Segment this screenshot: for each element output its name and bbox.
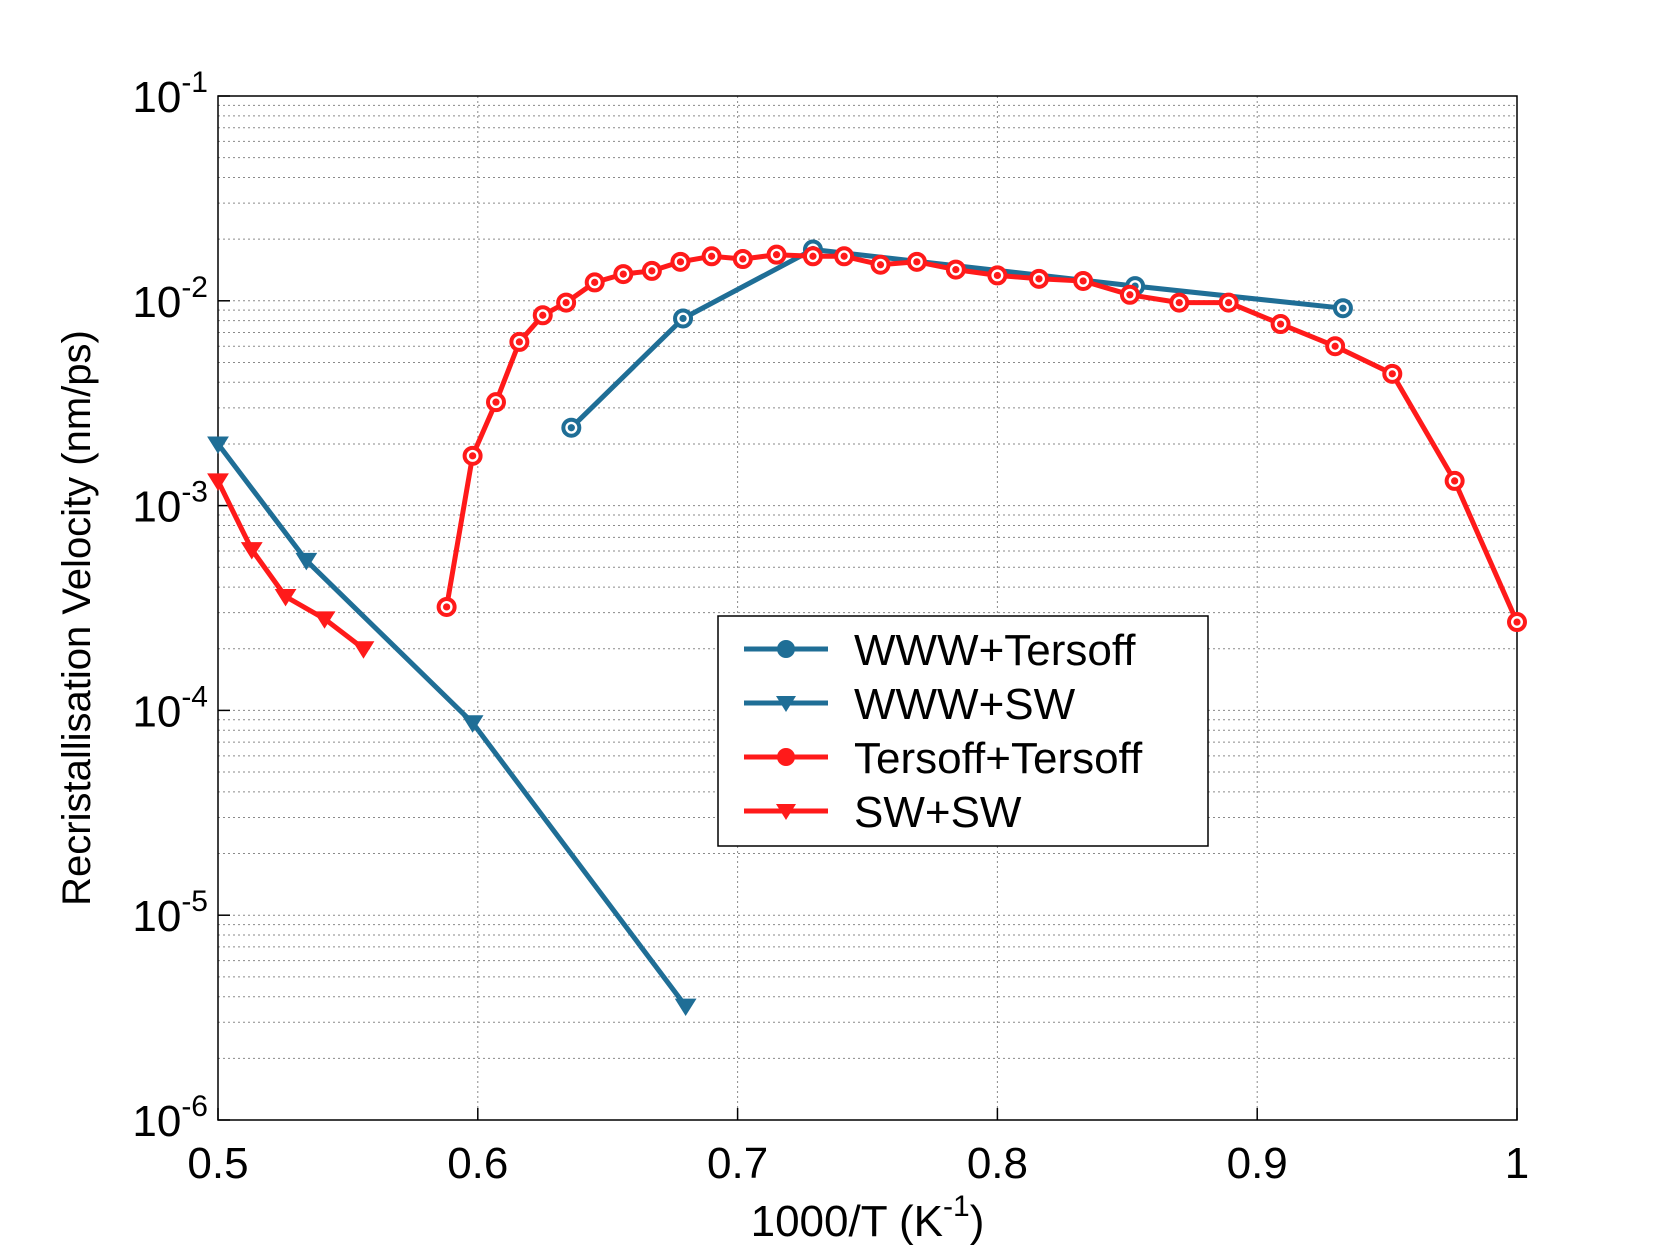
data-point-core [1276,320,1285,328]
data-point [240,542,263,560]
data-point-core [567,424,575,432]
x-tick-label: 1 [1505,1139,1529,1188]
legend: WWW+Tersoff WWW+SW Tersoff+Tersoff SW+SW [717,615,1209,847]
x-tick-label: 0.9 [1227,1139,1288,1188]
data-point-core [1126,291,1134,299]
data-point-core [562,298,570,307]
legend-box [717,615,1209,847]
y-tick-label: 10-3 [132,476,208,532]
data-point-core [1331,342,1339,350]
data-point-core [1339,304,1347,312]
data-point-core [539,311,547,319]
series-1 [207,436,697,1017]
data-point-core [1175,298,1183,307]
x-tick-label: 0.8 [967,1139,1028,1188]
data-point-core [1513,618,1521,626]
data-point [461,715,484,733]
data-point-core [993,271,1002,280]
series [207,239,1527,1017]
legend-label: WWW+Tersoff [854,626,1136,675]
y-tick-label: 10-2 [132,271,208,327]
data-point [674,998,697,1017]
plot-area [217,95,1518,1121]
x-axis-label: 1000/T (K-1) [751,1190,985,1246]
data-point-core [772,251,781,259]
data-point-core [952,266,960,274]
data-point-core [515,338,523,346]
data-point [352,641,375,659]
data-point-core [739,255,747,263]
y-axis-label: Recristallisation Velocity (nm/ps) [55,330,99,906]
legend-entry: WWW+SW [744,680,1076,729]
series-2 [436,244,1527,633]
legend-entry: Tersoff+Tersoff [744,734,1143,783]
data-point-core [676,258,685,266]
legend-label: Tersoff+Tersoff [854,734,1143,783]
data-point [274,588,297,607]
data-point-core [469,452,477,460]
data-point [207,436,229,454]
legend-label: SW+SW [854,788,1022,837]
data-point-core [619,270,627,278]
data-point-core [492,398,500,406]
data-point-core [648,267,656,275]
data-point-core [591,278,599,286]
legend-marker [777,748,795,766]
series-line [444,252,1520,624]
legend-entry: SW+SW [744,788,1022,837]
legend-marker [777,640,795,658]
legend-marker [776,804,796,820]
data-point-core [708,252,716,260]
data-point-core [1451,477,1459,485]
y-tick-label: 10-1 [132,66,208,122]
x-tick-label: 0.6 [447,1139,508,1188]
data-point [313,611,336,629]
x-tick-label: 0.5 [187,1139,248,1188]
grid [217,96,1518,1121]
series-3 [207,473,375,659]
data-point-core [840,252,848,260]
legend-label: WWW+SW [854,680,1076,729]
data-point-core [1035,275,1043,283]
y-tick-label: 10-6 [132,1090,208,1146]
data-point-core [876,261,885,269]
y-tick-label: 10-4 [132,680,208,736]
data-point-core [913,258,921,266]
data-point-core [1388,370,1396,378]
data-point [295,552,318,571]
x-tick-label: 0.7 [707,1139,768,1188]
series-line [216,442,688,1008]
legend-marker [776,696,796,712]
data-point [207,473,229,491]
data-point-core [443,603,451,611]
data-point-core [1079,277,1087,285]
data-point-core [679,314,687,323]
data-point-core [809,252,817,260]
axis-ticks: 0.5 0.6 0.7 0.8 0.9 1 10-6 10-5 10-4 10-3 10-2 10-1 [132,66,1529,1188]
data-point-core [1225,298,1233,307]
legend-entry: WWW+Tersoff [744,626,1136,675]
y-tick-label: 10-5 [132,885,208,941]
